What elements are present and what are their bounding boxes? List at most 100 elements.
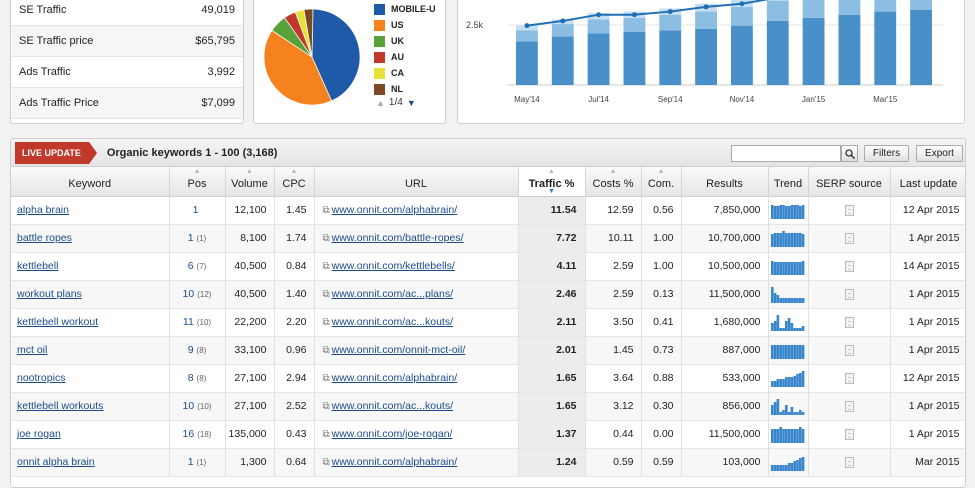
search-button[interactable]: [841, 145, 858, 162]
trend-bar[interactable]: [910, 0, 932, 10]
column-header[interactable]: ▲ Traffic % ▼: [518, 167, 586, 197]
external-link-icon[interactable]: ⧉: [322, 401, 330, 412]
trend-bar[interactable]: [838, 14, 861, 85]
legend-item[interactable]: MOBILE-U: [374, 1, 436, 17]
external-link-icon[interactable]: ⧉: [322, 317, 330, 328]
export-button[interactable]: Export: [916, 145, 963, 162]
trend-point[interactable]: [739, 1, 745, 7]
external-link-icon[interactable]: ⧉: [322, 373, 330, 384]
trend-bar[interactable]: [766, 20, 789, 85]
trend-cell[interactable]: [768, 448, 809, 477]
trend-cell[interactable]: [768, 252, 809, 281]
keyword-link[interactable]: nootropics: [17, 372, 66, 384]
trend-point[interactable]: [560, 18, 566, 24]
serp-document-icon[interactable]: [844, 456, 854, 468]
pager-up-icon[interactable]: ▲: [376, 97, 385, 108]
trend-bar[interactable]: [659, 30, 682, 85]
pie-slice[interactable]: [311, 8, 361, 102]
column-header[interactable]: Last update: [890, 167, 965, 197]
trend-bar[interactable]: [874, 11, 897, 85]
external-link-icon[interactable]: ⧉: [322, 289, 330, 300]
serp-document-icon[interactable]: [844, 260, 854, 272]
trend-bar[interactable]: [802, 0, 825, 18]
trend-bar[interactable]: [802, 17, 825, 85]
column-header[interactable]: ▲ Pos: [169, 167, 226, 197]
keyword-link[interactable]: onnit alpha brain: [17, 456, 95, 468]
url-link[interactable]: www.onnit.com/alphabrain/: [331, 372, 458, 384]
trend-cell[interactable]: [768, 224, 809, 253]
trend-bar[interactable]: [838, 0, 861, 15]
trend-point[interactable]: [667, 9, 673, 15]
serp-document-icon[interactable]: [844, 204, 854, 216]
trend-point[interactable]: [596, 12, 602, 18]
keyword-link[interactable]: kettlebell: [17, 260, 59, 272]
trend-cell[interactable]: [768, 280, 809, 309]
serp-document-icon[interactable]: [844, 288, 854, 300]
external-link-icon[interactable]: ⧉: [322, 429, 330, 440]
url-link[interactable]: www.onnit.com/alphabrain/: [331, 204, 458, 216]
trend-cell[interactable]: [768, 420, 809, 449]
trend-cell[interactable]: [768, 308, 809, 337]
keyword-link[interactable]: workout plans: [17, 288, 82, 300]
url-link[interactable]: www.onnit.com/ac...kouts/: [331, 400, 454, 412]
trend-bar[interactable]: [623, 17, 646, 32]
trend-cell[interactable]: [768, 196, 809, 225]
keyword-link[interactable]: alpha brain: [17, 204, 69, 216]
serp-document-icon[interactable]: [844, 344, 854, 356]
external-link-icon[interactable]: ⧉: [322, 345, 330, 356]
external-link-icon[interactable]: ⧉: [322, 205, 330, 216]
serp-document-icon[interactable]: [844, 428, 854, 440]
trend-bar[interactable]: [551, 36, 574, 85]
trend-bar[interactable]: [731, 6, 753, 26]
serp-document-icon[interactable]: [844, 232, 854, 244]
pie-slice[interactable]: [303, 8, 314, 58]
url-link[interactable]: www.onnit.com/battle-ropes/: [331, 232, 464, 244]
pager-down-icon[interactable]: ▼: [406, 97, 416, 108]
trend-cell[interactable]: [768, 392, 809, 421]
trend-cell[interactable]: [768, 364, 809, 393]
column-header[interactable]: Keyword: [11, 167, 170, 197]
trend-cell[interactable]: [768, 336, 809, 365]
column-header[interactable]: SERP source: [808, 167, 891, 197]
keyword-search-input[interactable]: [731, 145, 841, 162]
legend-item[interactable]: CA: [374, 65, 436, 81]
trend-bar[interactable]: [623, 31, 646, 85]
pie-slice[interactable]: [263, 29, 333, 106]
serp-document-icon[interactable]: [844, 316, 854, 328]
trend-point[interactable]: [524, 23, 530, 29]
legend-pager[interactable]: ▲ 1/4 ▼: [376, 97, 416, 108]
url-link[interactable]: www.onnit.com/joe-rogan/: [331, 428, 453, 440]
trend-bar[interactable]: [587, 19, 610, 34]
url-link[interactable]: www.onnit.com/ac...plans/: [331, 288, 454, 300]
filters-button[interactable]: Filters: [864, 145, 909, 162]
url-link[interactable]: www.onnit.com/kettlebells/: [331, 260, 455, 272]
legend-item[interactable]: UK: [374, 33, 436, 49]
trend-bar[interactable]: [874, 0, 897, 12]
legend-item[interactable]: AU: [374, 49, 436, 65]
legend-item[interactable]: US: [374, 17, 436, 33]
column-header[interactable]: ▲ CPC: [274, 167, 315, 197]
column-header[interactable]: ▲ Costs %: [585, 167, 642, 197]
live-update-badge[interactable]: LIVE UPDATE: [15, 141, 97, 164]
trend-bar[interactable]: [516, 41, 538, 85]
column-header[interactable]: Results: [681, 167, 769, 197]
trend-bar[interactable]: [587, 33, 610, 85]
url-link[interactable]: www.onnit.com/ac...kouts/: [331, 316, 454, 328]
trend-bar[interactable]: [516, 30, 538, 42]
url-link[interactable]: www.onnit.com/onnit-mct-oil/: [331, 344, 466, 356]
serp-document-icon[interactable]: [844, 372, 854, 384]
trend-bar[interactable]: [766, 0, 789, 1]
trend-bar[interactable]: [695, 28, 717, 85]
keyword-link[interactable]: kettlebell workouts: [17, 400, 104, 412]
column-header[interactable]: ▲ Volume: [225, 167, 275, 197]
legend-item[interactable]: NL: [374, 81, 436, 97]
external-link-icon[interactable]: ⧉: [322, 457, 330, 468]
external-link-icon[interactable]: ⧉: [322, 261, 330, 272]
serp-document-icon[interactable]: [844, 400, 854, 412]
trend-bar[interactable]: [659, 14, 682, 31]
trend-bar[interactable]: [766, 0, 789, 21]
trend-point[interactable]: [703, 4, 709, 10]
column-header[interactable]: ▲ Com.: [641, 167, 682, 197]
keyword-link[interactable]: joe rogan: [17, 428, 61, 440]
trend-bar[interactable]: [731, 25, 753, 85]
